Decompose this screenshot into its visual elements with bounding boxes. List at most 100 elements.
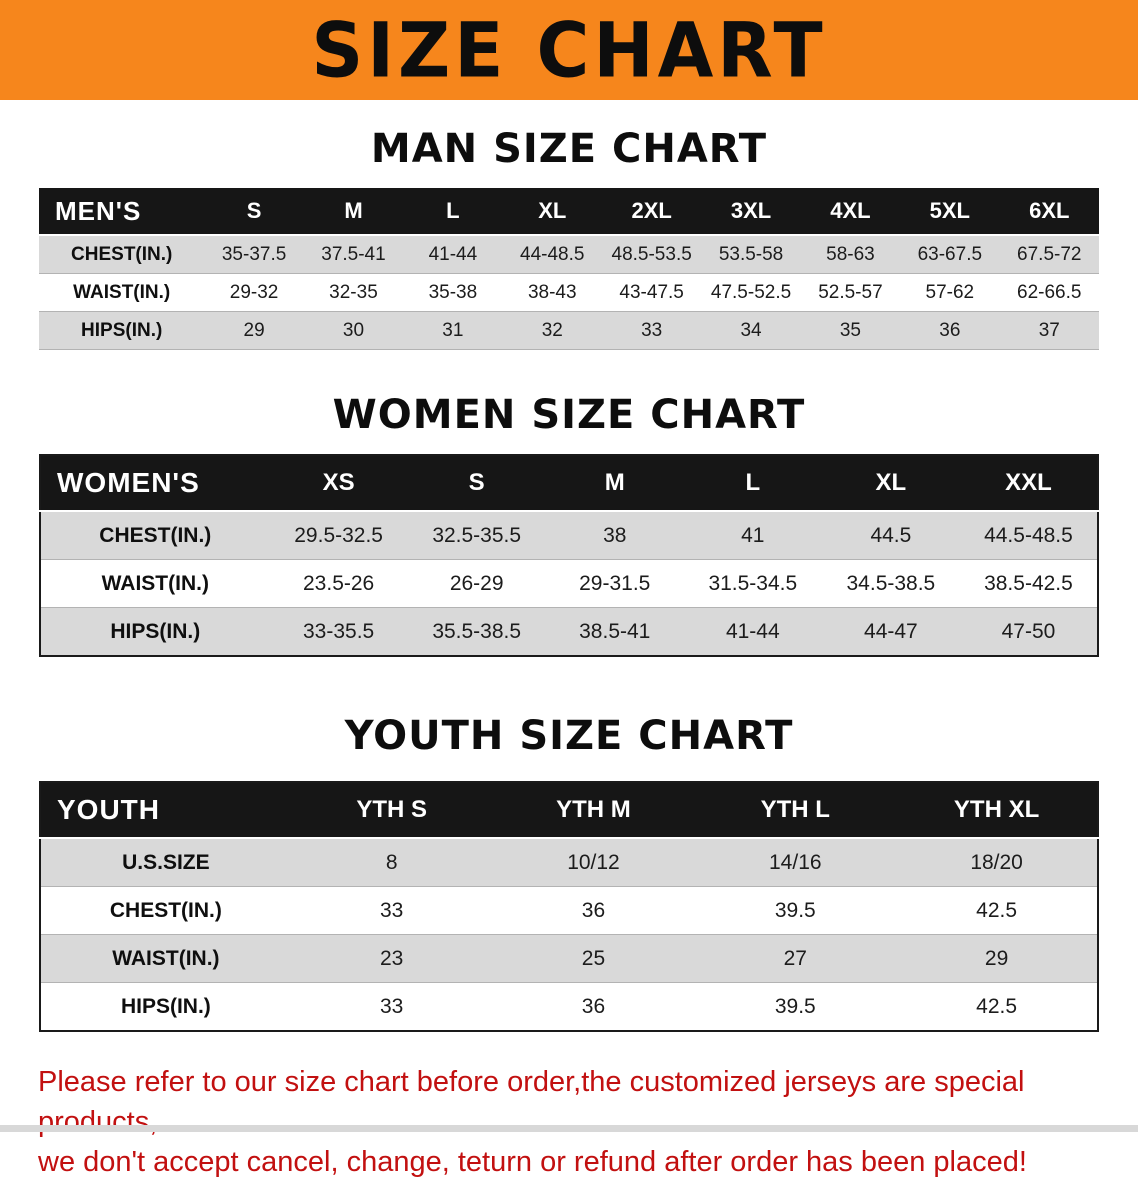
size-value-cell: 33 xyxy=(290,886,493,935)
size-value-cell: 42.5 xyxy=(896,886,1098,935)
mens-size-table: MEN'S S M L XL 2XL 3XL 4XL 5XL 6XL CHEST(IN.) 35-37… xyxy=(39,188,1099,350)
size-value-cell: 36 xyxy=(492,886,695,935)
size-value-cell: 32-35 xyxy=(303,273,404,312)
size-column-header: 5XL xyxy=(900,188,1000,236)
disclaimer-line: Please refer to our size chart before or… xyxy=(38,1066,1025,1139)
womens-size-table: WOMEN'S XS S M L XL XXL CHEST(IN.) 29.5-32.5 32.5… xyxy=(39,454,1099,657)
size-value-cell: 8 xyxy=(290,837,493,887)
size-column-header: M xyxy=(303,188,404,236)
size-chart-banner: SIZE CHART xyxy=(0,0,1138,100)
size-value-cell: 41 xyxy=(683,510,822,560)
size-value-cell: 47.5-52.5 xyxy=(701,273,801,312)
size-value-cell: 29.5-32.5 xyxy=(269,510,408,560)
table-row: WAIST(IN.) 29-32 32-35 35-38 38-43 43-47.5 47.… xyxy=(39,273,1099,312)
size-value-cell: 14/16 xyxy=(694,837,897,887)
size-column-header: XL xyxy=(821,455,960,512)
size-value-cell: 53.5-58 xyxy=(701,234,801,274)
row-label-cell: HIPS(IN.) xyxy=(39,311,205,350)
table-header-row: YOUTH YTH S YTH M YTH L YTH XL xyxy=(40,782,1098,839)
size-value-cell: 29-32 xyxy=(204,273,304,312)
size-value-cell: 44.5 xyxy=(821,510,960,560)
size-column-header: 6XL xyxy=(999,188,1099,236)
size-value-cell: 30 xyxy=(303,311,404,350)
size-value-cell: 38.5-42.5 xyxy=(959,559,1098,608)
size-column-header: L xyxy=(683,455,822,512)
row-label-cell: CHEST(IN.) xyxy=(40,510,270,560)
men-size-section: MAN SIZE CHART MEN'S S M L XL 2XL 3XL 4XL 5XL 6XL… xyxy=(0,126,1138,350)
size-column-header: YTH S xyxy=(290,782,493,839)
size-value-cell: 35 xyxy=(800,311,901,350)
row-label-cell: CHEST(IN.) xyxy=(40,886,291,935)
size-value-cell: 43-47.5 xyxy=(601,273,702,312)
row-label-cell: CHEST(IN.) xyxy=(39,234,205,274)
table-row: HIPS(IN.) 33-35.5 35.5-38.5 38.5-41 41-44 44-… xyxy=(40,607,1098,657)
size-value-cell: 37 xyxy=(999,311,1099,350)
row-label-cell: HIPS(IN.) xyxy=(40,607,270,657)
table-row: CHEST(IN.) 35-37.5 37.5-41 41-44 44-48.5 48.5… xyxy=(39,234,1099,274)
disclaimer-line: we don't accept cancel, change, teturn o… xyxy=(38,1146,1027,1179)
size-value-cell: 27 xyxy=(694,934,897,983)
size-value-cell: 26-29 xyxy=(407,559,546,608)
table-title-cell: MEN'S xyxy=(39,188,205,236)
size-column-header: S xyxy=(204,188,304,236)
size-value-cell: 36 xyxy=(492,982,695,1032)
size-value-cell: 33 xyxy=(601,311,702,350)
size-value-cell: 25 xyxy=(492,934,695,983)
size-value-cell: 29-31.5 xyxy=(545,559,684,608)
women-size-section: WOMEN SIZE CHART WOMEN'S XS S M L XL XXL CHEST(… xyxy=(0,392,1138,657)
bottom-divider xyxy=(0,1125,1138,1132)
table-row: CHEST(IN.) 29.5-32.5 32.5-35.5 38 41 44.5 44.5… xyxy=(40,510,1098,560)
size-value-cell: 37.5-41 xyxy=(303,234,404,274)
size-value-cell: 18/20 xyxy=(896,837,1098,887)
size-column-header: YTH XL xyxy=(896,782,1098,839)
size-value-cell: 52.5-57 xyxy=(800,273,901,312)
youth-section-heading: YOUTH SIZE CHART xyxy=(344,713,794,759)
size-value-cell: 47-50 xyxy=(959,607,1098,657)
size-value-cell: 35-38 xyxy=(403,273,503,312)
size-column-header: XXL xyxy=(959,455,1098,512)
size-column-header: L xyxy=(403,188,503,236)
size-value-cell: 38.5-41 xyxy=(545,607,684,657)
size-value-cell: 31.5-34.5 xyxy=(683,559,822,608)
table-row: WAIST(IN.) 23.5-26 26-29 29-31.5 31.5-34.5 34… xyxy=(40,559,1098,608)
size-value-cell: 23.5-26 xyxy=(269,559,408,608)
size-column-header: XL xyxy=(502,188,602,236)
women-section-heading: WOMEN SIZE CHART xyxy=(332,392,806,438)
size-column-header: XS xyxy=(269,455,408,512)
size-value-cell: 34 xyxy=(701,311,801,350)
size-value-cell: 23 xyxy=(290,934,493,983)
table-row: WAIST(IN.) 23 25 27 29 xyxy=(40,934,1098,983)
size-value-cell: 35.5-38.5 xyxy=(407,607,546,657)
size-value-cell: 44-48.5 xyxy=(502,234,602,274)
size-column-header: YTH L xyxy=(694,782,897,839)
size-value-cell: 32 xyxy=(502,311,602,350)
table-row: HIPS(IN.) 33 36 39.5 42.5 xyxy=(40,982,1098,1032)
size-column-header: 4XL xyxy=(800,188,901,236)
size-value-cell: 33 xyxy=(290,982,493,1032)
size-value-cell: 58-63 xyxy=(800,234,901,274)
row-label-cell: WAIST(IN.) xyxy=(40,559,270,608)
size-value-cell: 10/12 xyxy=(492,837,695,887)
size-value-cell: 62-66.5 xyxy=(999,273,1099,312)
table-title-cell: YOUTH xyxy=(40,782,291,839)
size-value-cell: 44-47 xyxy=(821,607,960,657)
row-label-cell: WAIST(IN.) xyxy=(40,934,291,983)
row-label-cell: U.S.SIZE xyxy=(40,837,291,887)
size-value-cell: 39.5 xyxy=(694,886,897,935)
size-value-cell: 39.5 xyxy=(694,982,897,1032)
size-value-cell: 36 xyxy=(900,311,1000,350)
size-value-cell: 33-35.5 xyxy=(269,607,408,657)
table-header-row: WOMEN'S XS S M L XL XXL xyxy=(40,455,1098,512)
size-value-cell: 63-67.5 xyxy=(900,234,1000,274)
table-row: CHEST(IN.) 33 36 39.5 42.5 xyxy=(40,886,1098,935)
size-value-cell: 34.5-38.5 xyxy=(821,559,960,608)
size-value-cell: 29 xyxy=(896,934,1098,983)
size-value-cell: 44.5-48.5 xyxy=(959,510,1098,560)
size-value-cell: 35-37.5 xyxy=(204,234,304,274)
size-value-cell: 57-62 xyxy=(900,273,1000,312)
size-value-cell: 67.5-72 xyxy=(999,234,1099,274)
order-disclaimer: Please refer to our size chart before or… xyxy=(38,1062,1100,1182)
size-column-header: S xyxy=(407,455,546,512)
size-value-cell: 29 xyxy=(204,311,304,350)
size-value-cell: 48.5-53.5 xyxy=(601,234,702,274)
